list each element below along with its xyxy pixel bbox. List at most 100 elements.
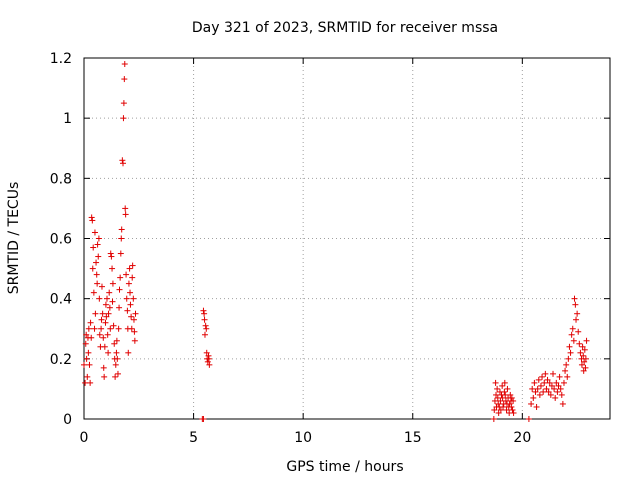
- x-tick-label: 0: [80, 430, 89, 446]
- data-point: [118, 226, 125, 233]
- data-point: [582, 355, 589, 362]
- data-point: [119, 157, 126, 164]
- y-tick-label: 1: [63, 111, 72, 127]
- data-point: [85, 349, 92, 356]
- data-point: [88, 214, 95, 221]
- data-point: [200, 307, 207, 314]
- data-point: [99, 310, 106, 317]
- data-point: [203, 325, 210, 332]
- data-point: [110, 322, 117, 329]
- data-point: [121, 61, 128, 68]
- data-point: [128, 325, 135, 332]
- y-tick-label: 0.2: [50, 352, 72, 368]
- y-tick-label: 0: [63, 412, 72, 428]
- data-point: [204, 358, 211, 365]
- chart-title: Day 321 of 2023, SRMTID for receiver mss…: [192, 20, 498, 36]
- data-point: [583, 337, 590, 344]
- data-point: [510, 409, 517, 416]
- data-point: [560, 379, 567, 386]
- data-point: [95, 253, 102, 260]
- data-point: [95, 235, 102, 242]
- data-point: [100, 364, 107, 371]
- data-point: [94, 280, 101, 287]
- data-point: [540, 388, 547, 395]
- data-point: [533, 403, 540, 410]
- data-point: [508, 403, 515, 410]
- data-point: [113, 349, 120, 356]
- data-point: [497, 397, 504, 404]
- data-point: [123, 295, 130, 302]
- data-point: [84, 373, 91, 380]
- data-point: [129, 274, 136, 281]
- data-point: [566, 343, 573, 350]
- data-point: [102, 301, 109, 308]
- data-point: [495, 400, 502, 407]
- data-point: [542, 370, 549, 377]
- data-point: [106, 289, 113, 296]
- data-point: [111, 340, 118, 347]
- data-point: [92, 310, 99, 317]
- data-point: [89, 265, 96, 272]
- data-point: [82, 379, 89, 386]
- data-point: [543, 385, 550, 392]
- data-point: [114, 355, 121, 362]
- y-axis-label: SRMTID / TECUs: [6, 182, 22, 295]
- data-point: [106, 304, 113, 311]
- data-point: [96, 295, 103, 302]
- data-point: [530, 394, 537, 401]
- data-point: [123, 271, 130, 278]
- x-axis-label: GPS time / hours: [286, 459, 403, 475]
- data-point: [132, 310, 139, 317]
- data-point: [121, 76, 128, 83]
- data-point: [536, 391, 543, 398]
- data-point: [94, 241, 101, 248]
- data-point: [100, 334, 107, 341]
- y-tick-label: 1.2: [50, 51, 72, 67]
- data-point: [118, 235, 125, 242]
- data-point: [581, 358, 588, 365]
- data-point: [81, 361, 87, 368]
- data-point: [125, 280, 132, 287]
- data-point: [531, 379, 538, 386]
- data-point: [116, 286, 123, 293]
- y-tick-label: 0.4: [50, 292, 72, 308]
- data-point: [582, 364, 589, 371]
- data-point: [85, 325, 92, 332]
- data-point: [570, 337, 577, 344]
- data-point: [115, 325, 122, 332]
- data-point: [576, 340, 583, 347]
- data-point: [552, 394, 559, 401]
- data-point: [565, 355, 572, 362]
- data-point: [497, 406, 504, 413]
- data-point: [541, 379, 548, 386]
- data-point: [200, 416, 207, 422]
- data-point: [568, 331, 575, 338]
- data-point: [529, 385, 536, 392]
- data-point: [109, 298, 116, 305]
- x-tick-label: 20: [513, 430, 531, 446]
- x-axis-ticks: 0 5 10 15 20: [80, 58, 531, 446]
- data-point: [558, 391, 565, 398]
- data-point: [104, 331, 111, 338]
- data-point: [534, 385, 541, 392]
- data-point: [501, 388, 508, 395]
- data-point: [578, 361, 585, 368]
- data-point: [98, 325, 105, 332]
- data-point: [87, 319, 94, 326]
- data-point: [545, 388, 552, 395]
- data-point: [499, 382, 506, 389]
- data-point: [90, 289, 97, 296]
- data-point: [544, 376, 551, 383]
- data-point: [112, 361, 119, 368]
- data-point: [91, 325, 98, 332]
- data-point: [124, 307, 131, 314]
- data-point: [577, 349, 584, 356]
- data-point: [581, 346, 588, 353]
- data-point: [87, 379, 94, 386]
- data-point: [554, 388, 561, 395]
- data-point: [91, 229, 98, 236]
- data-point: [126, 265, 133, 272]
- data-point: [537, 382, 544, 389]
- data-point: [532, 388, 539, 395]
